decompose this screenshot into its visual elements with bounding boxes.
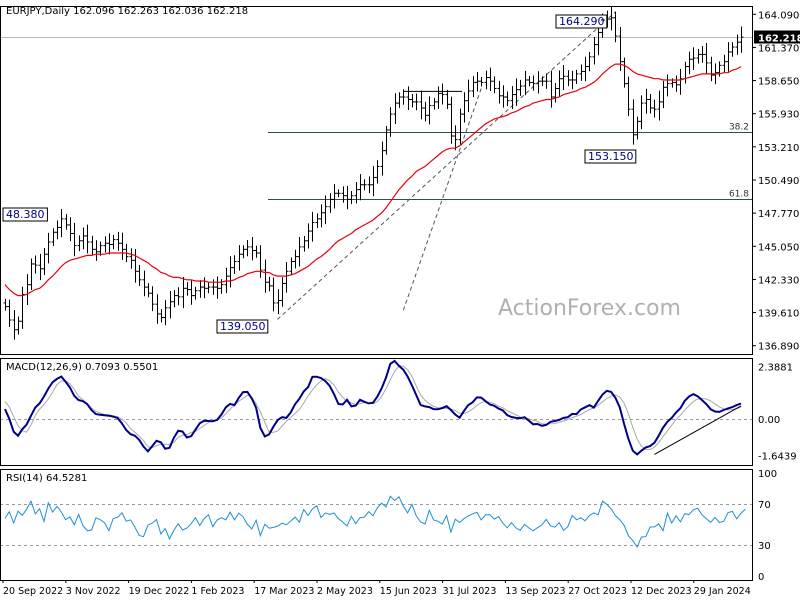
- price-axis-label: 136.890: [758, 342, 799, 353]
- x-axis-label: 27 Oct 2023: [568, 586, 627, 597]
- rsi-axis-label: 100: [758, 469, 777, 480]
- last-price-tag: 162.218: [758, 34, 800, 45]
- fib-level-label: 61.8: [729, 190, 749, 200]
- price-axis-label: 153.210: [758, 143, 799, 154]
- callout-low-139050: 139.050: [220, 320, 266, 333]
- price-axis-label: 145.050: [758, 242, 799, 253]
- fib-level-label: 38.2: [729, 123, 749, 133]
- rsi-axis-label: 30: [758, 541, 771, 552]
- price-axis-label: 161.370: [758, 43, 799, 54]
- price-axis-label: 164.090: [758, 10, 799, 21]
- price-axis-label: 147.770: [758, 209, 799, 220]
- macd-panel-header: MACD(12,26,9) 0.7093 0.5501: [6, 362, 158, 373]
- x-axis-label: 15 Jun 2023: [380, 586, 437, 597]
- x-axis-label: 3 Nov 2022: [66, 586, 121, 597]
- x-axis-label: 17 Mar 2023: [254, 586, 314, 597]
- price-axis-label: 139.610: [758, 309, 799, 320]
- x-axis-label: 12 Dec 2023: [631, 586, 692, 597]
- x-axis-label: 31 Jul 2023: [443, 586, 497, 597]
- x-axis-label: 20 Sep 2022: [3, 586, 63, 597]
- callout-low-153150: 153.150: [588, 150, 634, 163]
- x-axis-label: 19 Dec 2022: [129, 586, 190, 597]
- price-axis-label: 142.330: [758, 275, 799, 286]
- x-axis-label: 13 Sep 2023: [505, 586, 565, 597]
- x-axis-label: 29 Jan 2024: [694, 586, 751, 597]
- rsi-panel-header: RSI(14) 64.5281: [6, 473, 87, 484]
- x-axis-label: 1 Feb 2023: [191, 586, 244, 597]
- rsi-axis-label: 70: [758, 500, 771, 511]
- callout-high-48380: 48.380: [6, 208, 45, 221]
- price-axis-label: 155.930: [758, 110, 799, 121]
- price-axis-label: 150.490: [758, 176, 799, 187]
- macd-axis-label: 0.00: [758, 415, 780, 426]
- x-axis-label: 2 May 2023: [317, 586, 373, 597]
- callout-high-164290: 164.290: [559, 15, 605, 28]
- macd-axis-label: 2.3881: [758, 363, 793, 374]
- rsi-axis-label: 0: [758, 572, 764, 583]
- price-panel-header: EURJPY,Daily 162.096 162.263 162.036 162…: [6, 6, 248, 17]
- watermark-text: ActionForex.com: [498, 296, 681, 321]
- price-axis-label: 158.650: [758, 77, 799, 88]
- macd-axis-label: -1.6439: [758, 451, 797, 462]
